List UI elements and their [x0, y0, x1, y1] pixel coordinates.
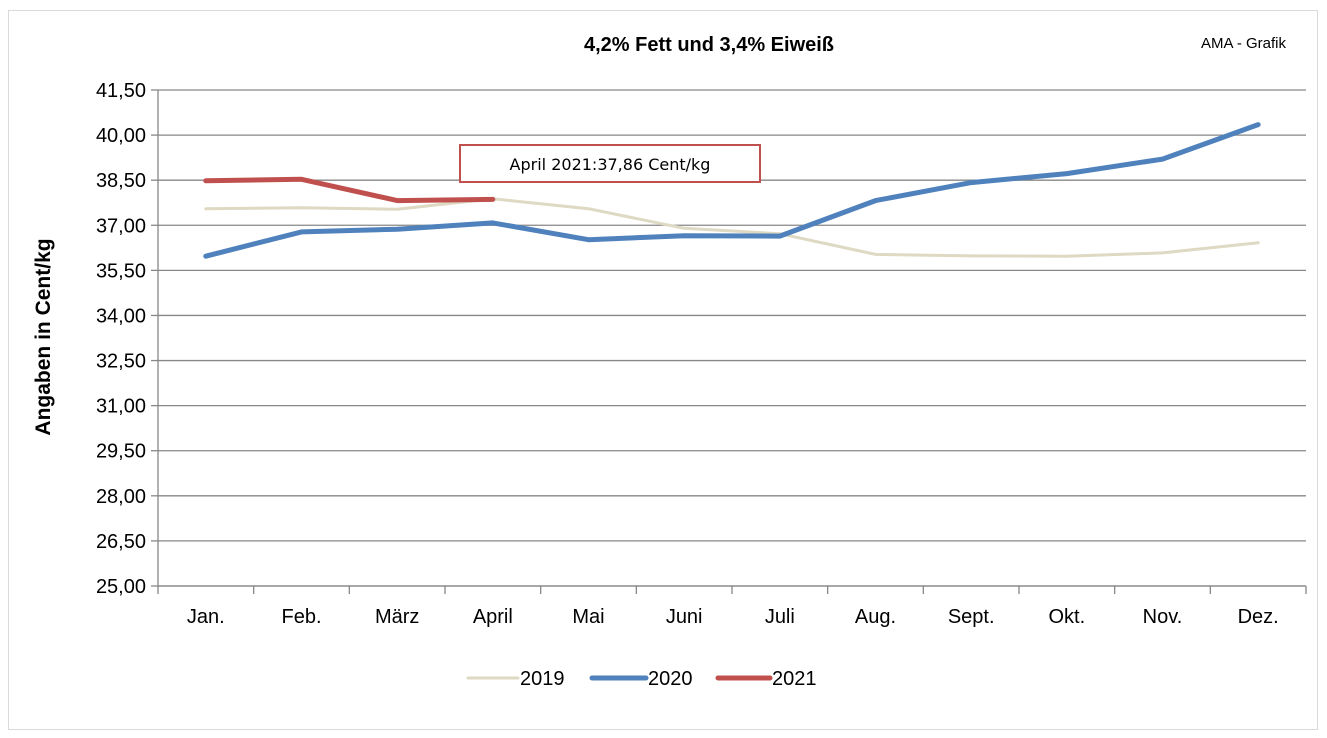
legend-label-2019: 2019 [520, 668, 565, 690]
y-tick-label: 32,50 [96, 351, 146, 373]
x-tick-label: Dez. [1238, 606, 1279, 628]
y-axis-ticks: 25,00 26,50 28,00 29,50 31,00 32,50 34,00 35,50… [96, 80, 158, 598]
series-lines [203, 122, 1261, 259]
series-line-2020 [203, 122, 1261, 259]
x-tick-label: Juli [765, 606, 795, 628]
y-tick-label: 28,00 [96, 486, 146, 508]
legend-label-2021: 2021 [772, 668, 817, 690]
y-tick-label: 34,00 [96, 305, 146, 327]
x-tick-label: Feb. [281, 606, 321, 628]
y-tick-label: 35,50 [96, 260, 146, 282]
y-tick-label: 40,00 [96, 125, 146, 147]
y-tick-label: 29,50 [96, 441, 146, 463]
y-tick-label: 31,00 [96, 396, 146, 418]
chart-title: 4,2% Fett und 3,4% Eiweiß [584, 34, 834, 56]
y-axis-label: Angaben in Cent/kg [32, 238, 55, 435]
x-tick-label: Mai [572, 606, 604, 628]
chart-frame [8, 10, 1318, 730]
x-tick-label: Jan. [187, 606, 225, 628]
y-tick-label: 41,50 [96, 80, 146, 102]
x-tick-label: Juni [666, 606, 703, 628]
legend-label-2020: 2020 [648, 668, 693, 690]
y-tick-label: 37,00 [96, 215, 146, 237]
annotation-text: April 2021:37,86 Cent/kg [510, 155, 711, 174]
series-line-2019 [204, 197, 1260, 258]
series-line-2021 [203, 176, 496, 204]
y-tick-label: 38,50 [96, 170, 146, 192]
y-tick-label: 26,50 [96, 531, 146, 553]
x-tick-label: Sept. [948, 606, 995, 628]
x-tick-label: März [375, 606, 419, 628]
x-axis: Jan. Feb. März April Mai Juni Juli Aug. Sept. Okt… [157, 90, 1307, 628]
y-tick-label: 25,00 [96, 576, 146, 598]
source-label: AMA - Grafik [1201, 35, 1287, 52]
x-tick-label: Nov. [1143, 606, 1183, 628]
annotation-callout: April 2021:37,86 Cent/kg [459, 144, 761, 183]
annotation-box [459, 144, 761, 183]
x-tick-label: Okt. [1048, 606, 1085, 628]
x-tick-label: April [473, 606, 513, 628]
legend: 2019 2020 2021 [466, 668, 817, 690]
x-tick-label: Aug. [855, 606, 896, 628]
